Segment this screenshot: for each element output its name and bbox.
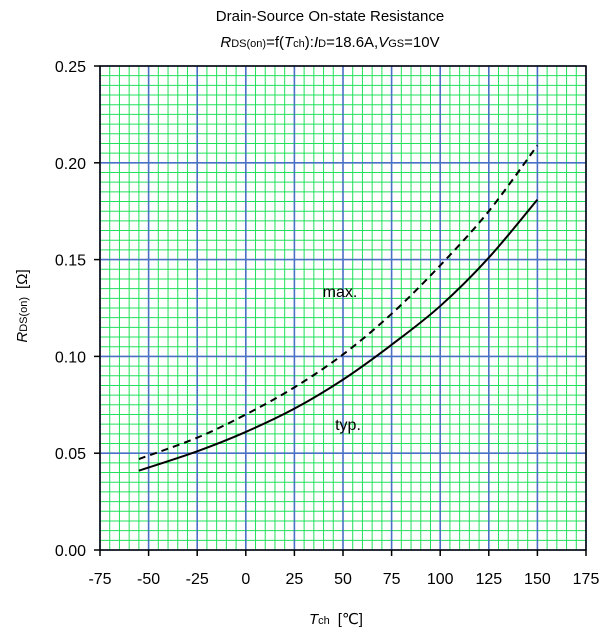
x-tick-label: 50 bbox=[334, 571, 352, 588]
y-tick-label: 0.05 bbox=[55, 446, 86, 463]
series-line-max bbox=[138, 144, 539, 460]
label-typ: typ. bbox=[335, 417, 361, 434]
x-tick-label: -25 bbox=[186, 571, 209, 588]
x-tick-label: 125 bbox=[475, 571, 502, 588]
chart-title: Drain-Source On-state Resistance bbox=[216, 8, 444, 25]
series-line-typ bbox=[138, 198, 539, 472]
y-tick-label: 0.25 bbox=[55, 59, 86, 76]
y-tick-label: 0.00 bbox=[55, 543, 86, 560]
y-axis-label: RDS(on)[Ω] bbox=[14, 269, 31, 342]
x-tick-label: 150 bbox=[524, 571, 551, 588]
x-tick-label: 25 bbox=[286, 571, 304, 588]
ticks: -75 -50 -25 0 25 50 75 100 125 150 175 0.00 0.05 0.10… bbox=[55, 59, 600, 588]
label-max: max. bbox=[323, 284, 358, 301]
x-tick-label: 75 bbox=[383, 571, 401, 588]
x-tick-label: -50 bbox=[137, 571, 160, 588]
y-tick-label: 0.10 bbox=[55, 349, 86, 366]
chart-subtitle: RDS(on)=f(Tch):ID=18.6A,VGS=10V bbox=[220, 34, 439, 51]
x-tick-label: 0 bbox=[241, 571, 250, 588]
y-tick-label: 0.20 bbox=[55, 156, 86, 173]
x-axis-label: Tch [℃] bbox=[309, 611, 363, 628]
curves bbox=[138, 144, 539, 472]
x-tick-label: 175 bbox=[573, 571, 600, 588]
x-tick-label: 100 bbox=[427, 571, 454, 588]
x-tick-label: -75 bbox=[88, 571, 111, 588]
y-tick-label: 0.15 bbox=[55, 253, 86, 270]
